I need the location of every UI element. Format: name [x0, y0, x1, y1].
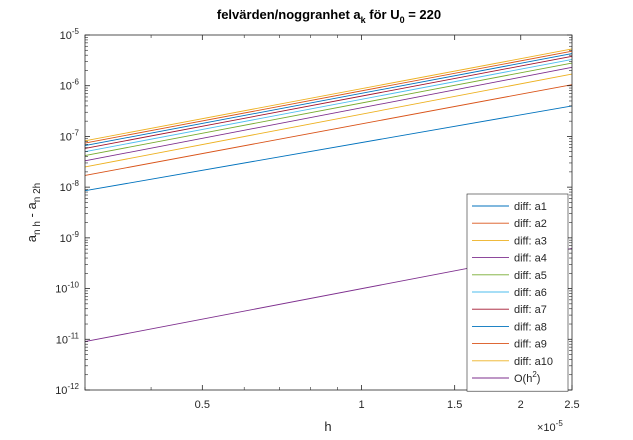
y-tick-label: 10-12: [55, 382, 79, 397]
legend-entry-label: diff: a4: [514, 253, 547, 265]
series-line-10: [84, 48, 573, 142]
axes-box: [84, 34, 573, 391]
x-tick-label: 0.5: [195, 399, 210, 411]
legend-entry-label: diff: a10: [514, 356, 553, 368]
legend-entry-label: diff: a7: [514, 304, 547, 316]
legend-entry-label: diff: a3: [514, 235, 547, 247]
y-tick-label: 10-5: [60, 27, 80, 42]
x-tick-label: 1: [358, 399, 364, 411]
series-line-7: [84, 55, 573, 149]
legend-entry-label: diff: a9: [514, 339, 547, 351]
y-tick-label: 10-10: [55, 281, 79, 296]
x-tick-label: 2: [518, 399, 524, 411]
chart-title: felvärden/noggranhet ak för U0 = 220: [217, 7, 441, 25]
series-layer: [84, 48, 573, 343]
series-line-3: [84, 73, 573, 168]
legend-entry-label: diff: a6: [514, 287, 547, 299]
legend: diff: a1 diff: a2 diff: a3 diff: a4 diff: a5…: [466, 193, 569, 392]
y-tick-label: 10-8: [60, 179, 80, 194]
y-tick-label: 10-9: [60, 230, 80, 245]
legend-entry-label: diff: a8: [514, 321, 547, 333]
series-line-2: [84, 84, 573, 176]
x-exponent-label: ×10-5: [537, 419, 563, 434]
legend-entry-label: diff: a2: [514, 218, 547, 230]
legend-entry-label: O(h2): [514, 370, 540, 385]
series-line-5: [84, 62, 573, 156]
y-tick-label: 10-6: [60, 78, 80, 93]
series-line-6: [84, 58, 573, 153]
series-line-9: [84, 50, 573, 144]
x-axis-label: h: [324, 419, 331, 434]
legend-entry-label: diff: a5: [514, 270, 547, 282]
legend-entry-label: diff: a1: [514, 201, 547, 213]
legend-box: [466, 193, 569, 392]
y-tick-label: 10-7: [60, 128, 80, 143]
y-tick-label: 10-11: [56, 331, 80, 346]
series-line-1: [84, 105, 573, 192]
series-line-4: [84, 66, 573, 162]
x-tick-label: 1.5: [447, 399, 462, 411]
y-axis-label: an h - an 2h: [24, 183, 43, 242]
series-line-8: [84, 53, 573, 147]
x-tick-label: 2.5: [564, 399, 579, 411]
